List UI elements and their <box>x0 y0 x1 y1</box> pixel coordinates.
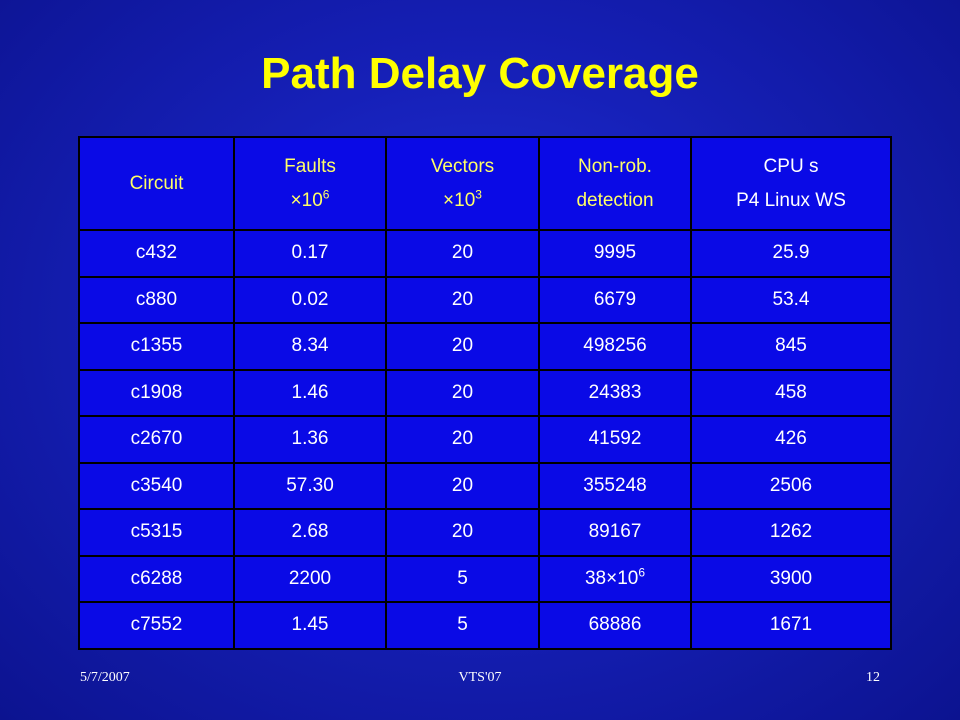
table-header-row: Circuit Faults ×106 Vectors ×103 Non-rob… <box>78 136 892 231</box>
header-vectors-line1: Vectors <box>430 155 495 177</box>
cell-nonrob-exponent: 6 <box>638 565 646 580</box>
header-nonrob-line1: Non-rob. <box>578 155 652 177</box>
cell-nonrob: 355248 <box>538 461 692 510</box>
cell-circuit: c6288 <box>78 554 235 603</box>
table-row: c6288 2200 5 38×106 3900 <box>78 554 892 603</box>
cell-cpu: 53.4 <box>690 275 892 324</box>
cell-faults: 2200 <box>233 554 387 603</box>
header-faults-exponent: 6 <box>322 187 330 202</box>
cell-nonrob: 89167 <box>538 508 692 557</box>
cell-faults: 0.02 <box>233 275 387 324</box>
cell-cpu: 458 <box>690 368 892 417</box>
cell-circuit: c7552 <box>78 601 235 650</box>
table-row: c5315 2.68 20 89167 1262 <box>78 508 892 557</box>
header-nonrob: Non-rob. detection <box>538 136 692 231</box>
cell-vectors: 20 <box>385 275 540 324</box>
cell-faults: 2.68 <box>233 508 387 557</box>
cell-cpu: 1671 <box>690 601 892 650</box>
header-vectors-line2: ×103 <box>387 184 538 218</box>
header-circuit: Circuit <box>78 136 235 231</box>
cell-cpu: 845 <box>690 322 892 371</box>
cell-nonrob: 6679 <box>538 275 692 324</box>
table-row: c1355 8.34 20 498256 845 <box>78 322 892 371</box>
footer-date: 5/7/2007 <box>80 670 130 685</box>
cell-vectors: 20 <box>385 368 540 417</box>
cell-cpu: 2506 <box>690 461 892 510</box>
cell-circuit: c2670 <box>78 415 235 464</box>
cell-cpu: 25.9 <box>690 229 892 278</box>
cell-vectors: 20 <box>385 415 540 464</box>
cell-nonrob-base: 38×10 <box>584 567 639 589</box>
header-faults-line1: Faults <box>284 155 336 177</box>
cell-vectors: 20 <box>385 322 540 371</box>
table-row: c3540 57.30 20 355248 2506 <box>78 461 892 510</box>
cell-vectors: 20 <box>385 461 540 510</box>
table-row: c2670 1.36 20 41592 426 <box>78 415 892 464</box>
header-vectors-base: ×10 <box>443 189 476 211</box>
cell-vectors: 5 <box>385 554 540 603</box>
cell-vectors: 20 <box>385 229 540 278</box>
table-row: c7552 1.45 5 68886 1671 <box>78 601 892 650</box>
cell-cpu: 1262 <box>690 508 892 557</box>
cell-faults: 1.36 <box>233 415 387 464</box>
cell-circuit: c432 <box>78 229 235 278</box>
header-faults-base: ×10 <box>290 189 323 211</box>
cell-circuit: c3540 <box>78 461 235 510</box>
header-vectors-exponent: 3 <box>475 187 482 202</box>
header-faults: Faults ×106 <box>233 136 387 231</box>
cell-circuit: c5315 <box>78 508 235 557</box>
cell-circuit: c1355 <box>78 322 235 371</box>
footer-conference: VTS'07 <box>458 670 502 685</box>
cell-faults: 0.17 <box>233 229 387 278</box>
header-nonrob-line2: detection <box>576 189 654 211</box>
slide-title: Path Delay Coverage <box>261 49 699 98</box>
cell-nonrob: 9995 <box>538 229 692 278</box>
cell-nonrob: 498256 <box>538 322 692 371</box>
cell-circuit: c880 <box>78 275 235 324</box>
cell-nonrob: 68886 <box>538 601 692 650</box>
header-vectors: Vectors ×103 <box>385 136 540 231</box>
cell-cpu: 426 <box>690 415 892 464</box>
header-faults-line2: ×106 <box>235 184 385 218</box>
cell-faults: 1.46 <box>233 368 387 417</box>
header-cpu: CPU s P4 Linux WS <box>690 136 892 231</box>
cell-circuit: c1908 <box>78 368 235 417</box>
cell-nonrob: 38×106 <box>538 554 692 603</box>
cell-cpu: 3900 <box>690 554 892 603</box>
cell-faults: 8.34 <box>233 322 387 371</box>
header-cpu-line1: CPU s <box>763 155 819 177</box>
table-row: c432 0.17 20 9995 25.9 <box>78 229 892 278</box>
path-delay-table: Circuit Faults ×106 Vectors ×103 Non-rob… <box>78 136 892 650</box>
cell-faults: 57.30 <box>233 461 387 510</box>
table-row: c880 0.02 20 6679 53.4 <box>78 275 892 324</box>
table-row: c1908 1.46 20 24383 458 <box>78 368 892 417</box>
cell-nonrob: 41592 <box>538 415 692 464</box>
cell-nonrob: 24383 <box>538 368 692 417</box>
cell-vectors: 20 <box>385 508 540 557</box>
cell-faults: 1.45 <box>233 601 387 650</box>
cell-vectors: 5 <box>385 601 540 650</box>
footer-page-number: 12 <box>866 670 880 685</box>
header-cpu-line2: P4 Linux WS <box>736 189 846 211</box>
